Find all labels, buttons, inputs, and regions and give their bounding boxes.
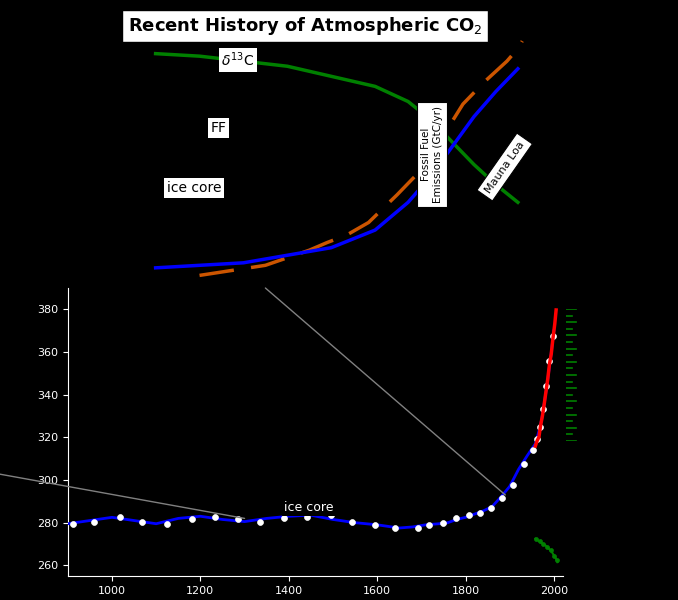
Point (136, 517, 148, 526)
Text: Fossil Fuel
Emissions (GtC/yr): Fossil Fuel Emissions (GtC/yr) (422, 106, 443, 203)
Point (545, 545, 556, 555)
Point (346, 517, 357, 526)
Point (89, 517, 100, 526)
Point (413, 523, 424, 533)
Point (302, 512, 313, 522)
Point (538, 539, 549, 548)
Point (551, 555, 562, 565)
Point (187, 515, 198, 524)
Point (541, 382, 552, 391)
Point (549, 551, 560, 560)
Point (535, 422, 546, 431)
Point (538, 404, 549, 413)
Point (68, 519, 79, 529)
Point (508, 481, 519, 490)
Point (531, 535, 542, 544)
Point (534, 536, 545, 546)
Point (233, 515, 243, 524)
Point (437, 518, 448, 527)
Point (532, 434, 542, 444)
Point (547, 331, 558, 341)
Text: ice core: ice core (284, 501, 334, 514)
Point (542, 542, 553, 551)
Point (474, 508, 485, 518)
Point (162, 519, 173, 529)
Point (519, 459, 530, 469)
Text: $\delta^{13}$C: $\delta^{13}$C (222, 50, 255, 69)
Point (527, 445, 538, 455)
Point (450, 514, 461, 523)
Text: Mauna Loa: Mauna Loa (483, 139, 526, 195)
Point (485, 503, 496, 512)
Text: FF: FF (210, 121, 226, 135)
Point (279, 514, 290, 523)
Text: Recent History of Atmospheric CO$_2$: Recent History of Atmospheric CO$_2$ (128, 15, 482, 37)
Point (115, 512, 125, 522)
Point (389, 523, 400, 533)
Point (497, 493, 508, 503)
Point (209, 512, 220, 522)
Point (255, 517, 266, 526)
Point (424, 520, 435, 530)
Point (370, 520, 380, 530)
Point (544, 356, 555, 365)
Point (464, 511, 475, 520)
Text: ice core: ice core (167, 181, 221, 195)
Point (325, 511, 336, 520)
